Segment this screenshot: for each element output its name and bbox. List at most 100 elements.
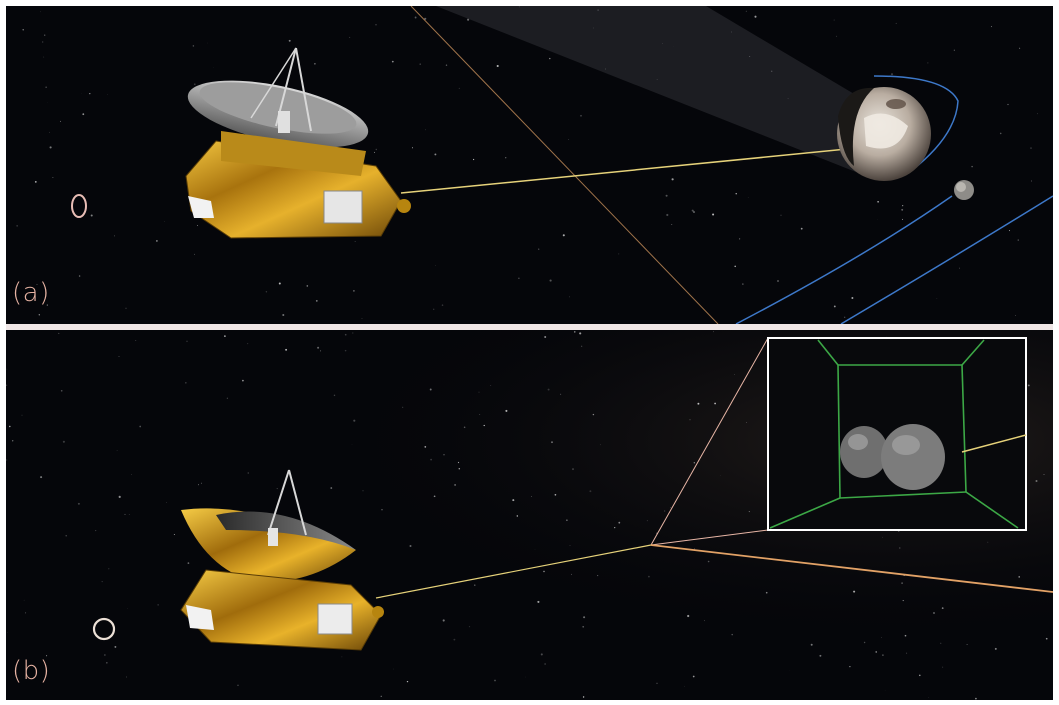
star [697, 402, 700, 405]
star [583, 616, 586, 619]
star [157, 604, 159, 606]
star [940, 642, 942, 644]
star [566, 519, 568, 521]
star [1043, 474, 1045, 475]
star [474, 584, 476, 586]
star [670, 507, 671, 509]
star [707, 560, 710, 563]
star [895, 22, 897, 24]
star [1035, 480, 1038, 482]
star [186, 340, 188, 343]
star [187, 562, 190, 564]
star [285, 348, 288, 351]
star [409, 544, 412, 548]
star [49, 146, 52, 149]
star [25, 612, 27, 614]
star [46, 304, 48, 306]
star [537, 600, 540, 603]
star [433, 495, 436, 498]
star [166, 502, 167, 503]
star [735, 193, 737, 195]
star [518, 6, 520, 8]
star [314, 62, 316, 65]
star [582, 696, 585, 698]
star [453, 638, 456, 641]
star [881, 637, 882, 638]
star [490, 385, 492, 386]
star [114, 235, 115, 237]
star [579, 332, 582, 335]
star [354, 241, 356, 242]
star [540, 653, 543, 656]
star [278, 282, 281, 285]
star [306, 285, 309, 287]
star [432, 308, 435, 311]
shadow-cone [436, 6, 866, 176]
star [731, 31, 732, 33]
star [424, 446, 427, 448]
star [288, 39, 291, 42]
star [614, 527, 616, 529]
star [6, 459, 8, 461]
star [928, 697, 930, 698]
star [237, 684, 239, 686]
star [434, 153, 437, 156]
star [742, 283, 744, 285]
star [693, 462, 695, 464]
scene-a [16, 6, 1053, 324]
star [156, 240, 158, 242]
star [467, 18, 470, 21]
star [362, 490, 364, 492]
star [224, 335, 226, 337]
star [851, 297, 854, 299]
star [472, 158, 475, 161]
star [618, 253, 620, 255]
star [44, 34, 46, 36]
star [108, 568, 110, 570]
star [505, 409, 508, 412]
star [353, 290, 355, 292]
star [131, 474, 132, 475]
star [666, 213, 669, 217]
star [375, 148, 378, 151]
star [40, 476, 43, 479]
star [597, 575, 599, 577]
star [349, 36, 351, 38]
star [320, 350, 322, 352]
star [749, 56, 751, 57]
star [90, 214, 93, 217]
star [525, 676, 527, 678]
star [16, 225, 18, 227]
star [89, 92, 91, 95]
sun-marker-icon [71, 194, 87, 218]
star [959, 267, 960, 269]
star [754, 15, 757, 18]
star [6, 368, 8, 370]
star [193, 253, 195, 255]
spacecraft-icon [180, 469, 384, 651]
star [549, 279, 552, 282]
star [569, 296, 570, 298]
star [593, 27, 594, 29]
star [568, 139, 570, 140]
star-field [16, 6, 1038, 319]
star [478, 391, 480, 393]
star [971, 165, 973, 168]
callout-line-bottom [650, 529, 769, 546]
star [547, 388, 550, 391]
star [40, 11, 41, 13]
star [941, 607, 944, 609]
star [671, 178, 674, 181]
star [1019, 47, 1021, 49]
star [765, 591, 768, 594]
star [411, 147, 414, 149]
panel-a: (a) [6, 6, 1053, 324]
star [656, 79, 658, 80]
star [443, 454, 445, 456]
trajectory-line [410, 6, 719, 324]
star [341, 656, 343, 658]
star [479, 413, 481, 415]
star [731, 633, 733, 636]
star [124, 513, 126, 515]
star [128, 514, 130, 515]
